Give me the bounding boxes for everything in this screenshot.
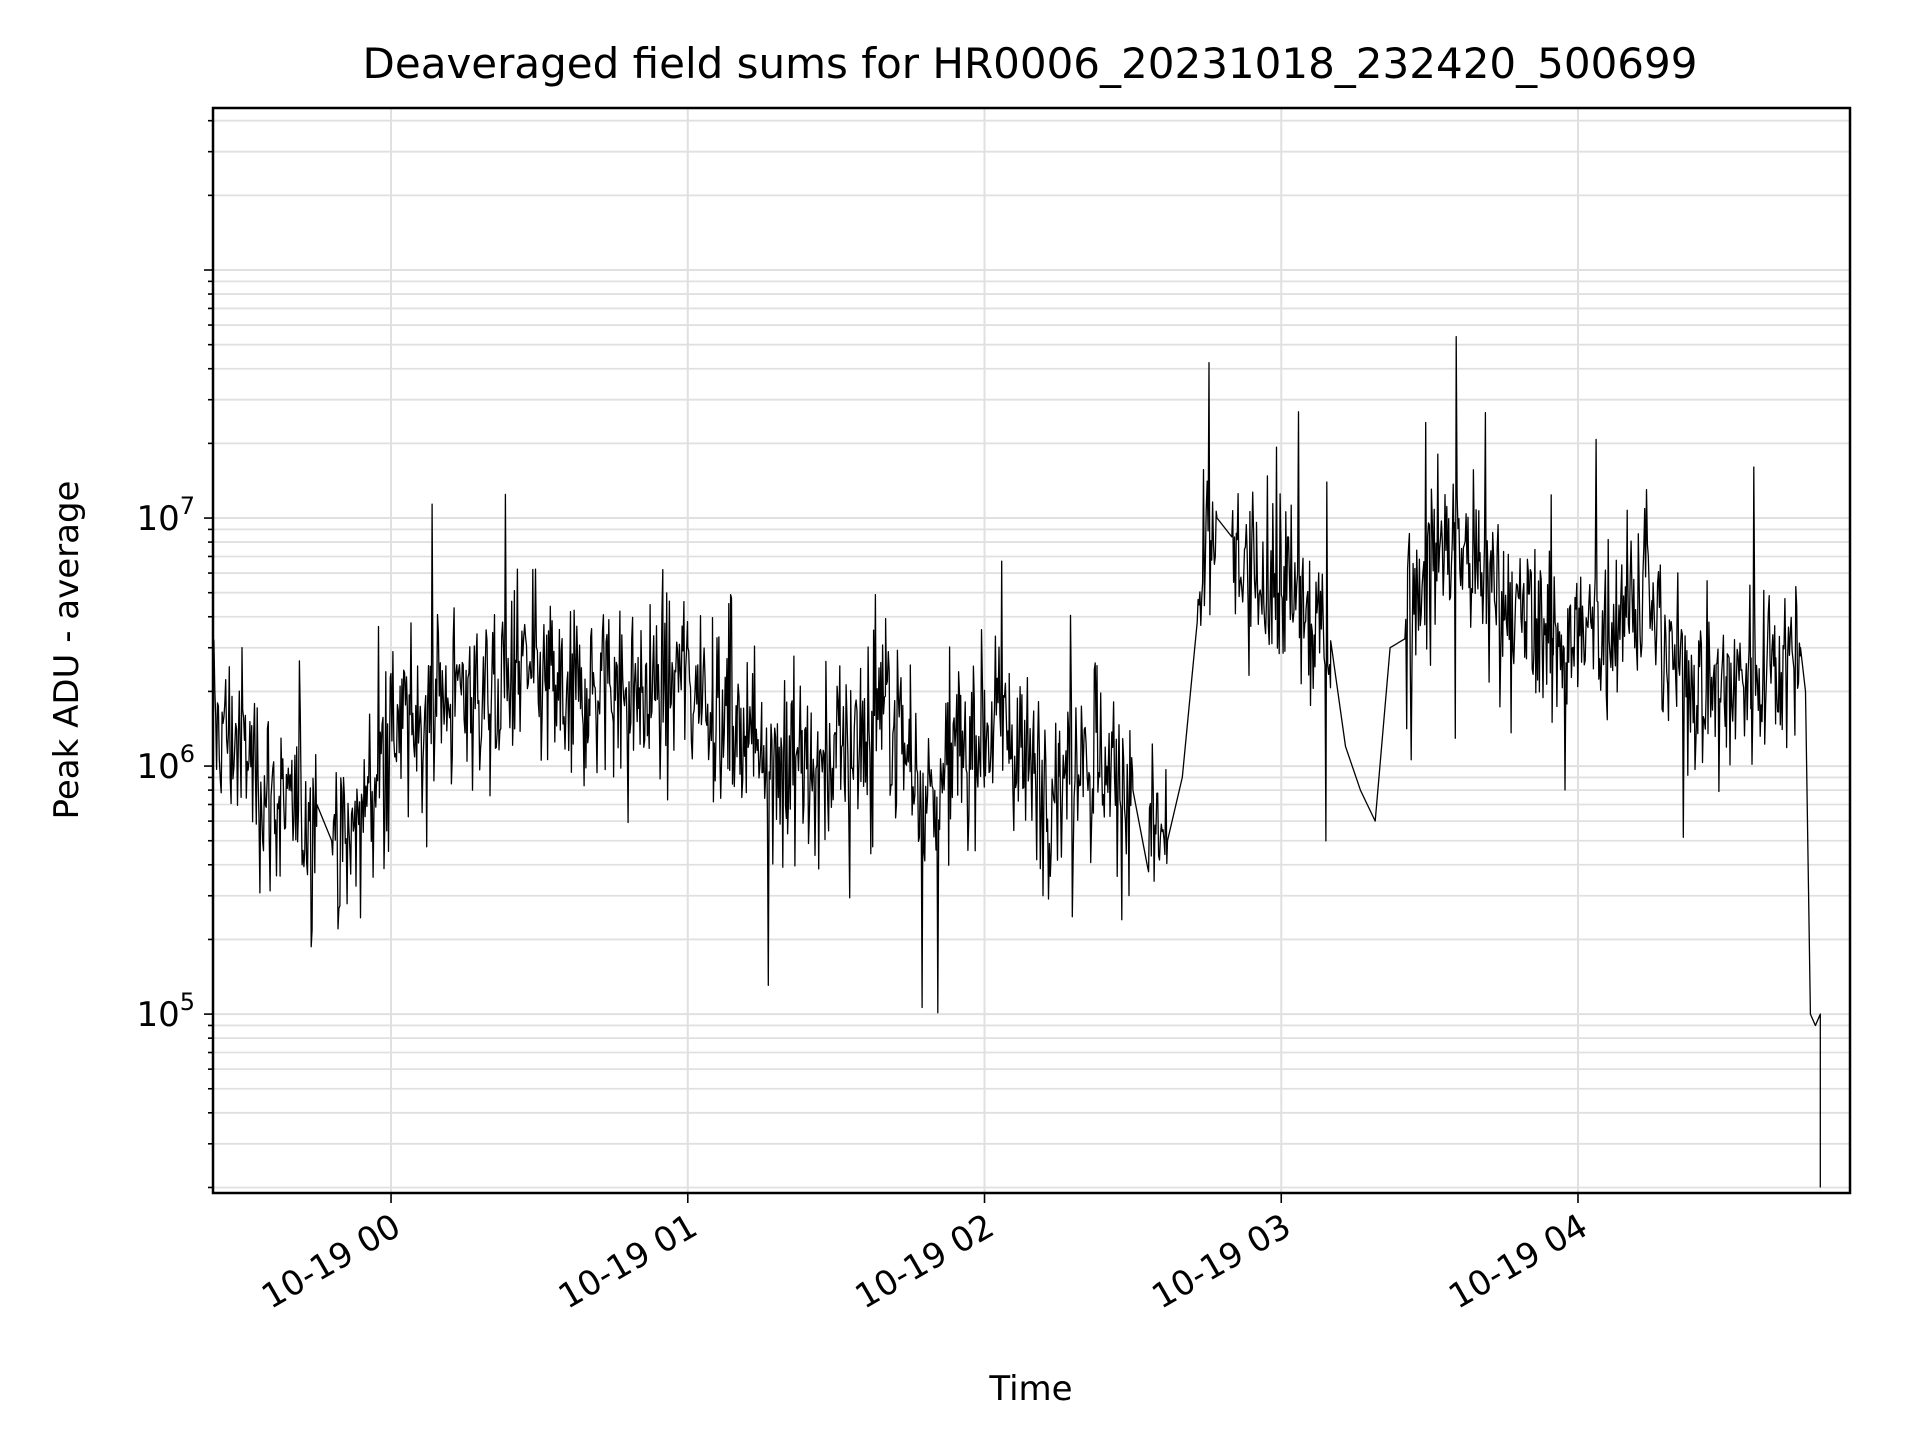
y-tick-label: 106	[136, 740, 195, 787]
series-line	[212, 335, 1821, 1188]
y-tick-label: 107	[136, 492, 195, 539]
plot-frame	[211, 106, 1852, 1195]
line-layer	[212, 335, 1821, 1188]
y-tick-label: 105	[136, 988, 195, 1035]
y-axis-label: Peak ADU - average	[47, 481, 87, 820]
y-axis: 105 106 107	[136, 119, 213, 1189]
chart-title: Deaveraged field sums for HR0006_2023101…	[363, 39, 1698, 88]
x-axis-label: Time	[988, 1369, 1072, 1409]
